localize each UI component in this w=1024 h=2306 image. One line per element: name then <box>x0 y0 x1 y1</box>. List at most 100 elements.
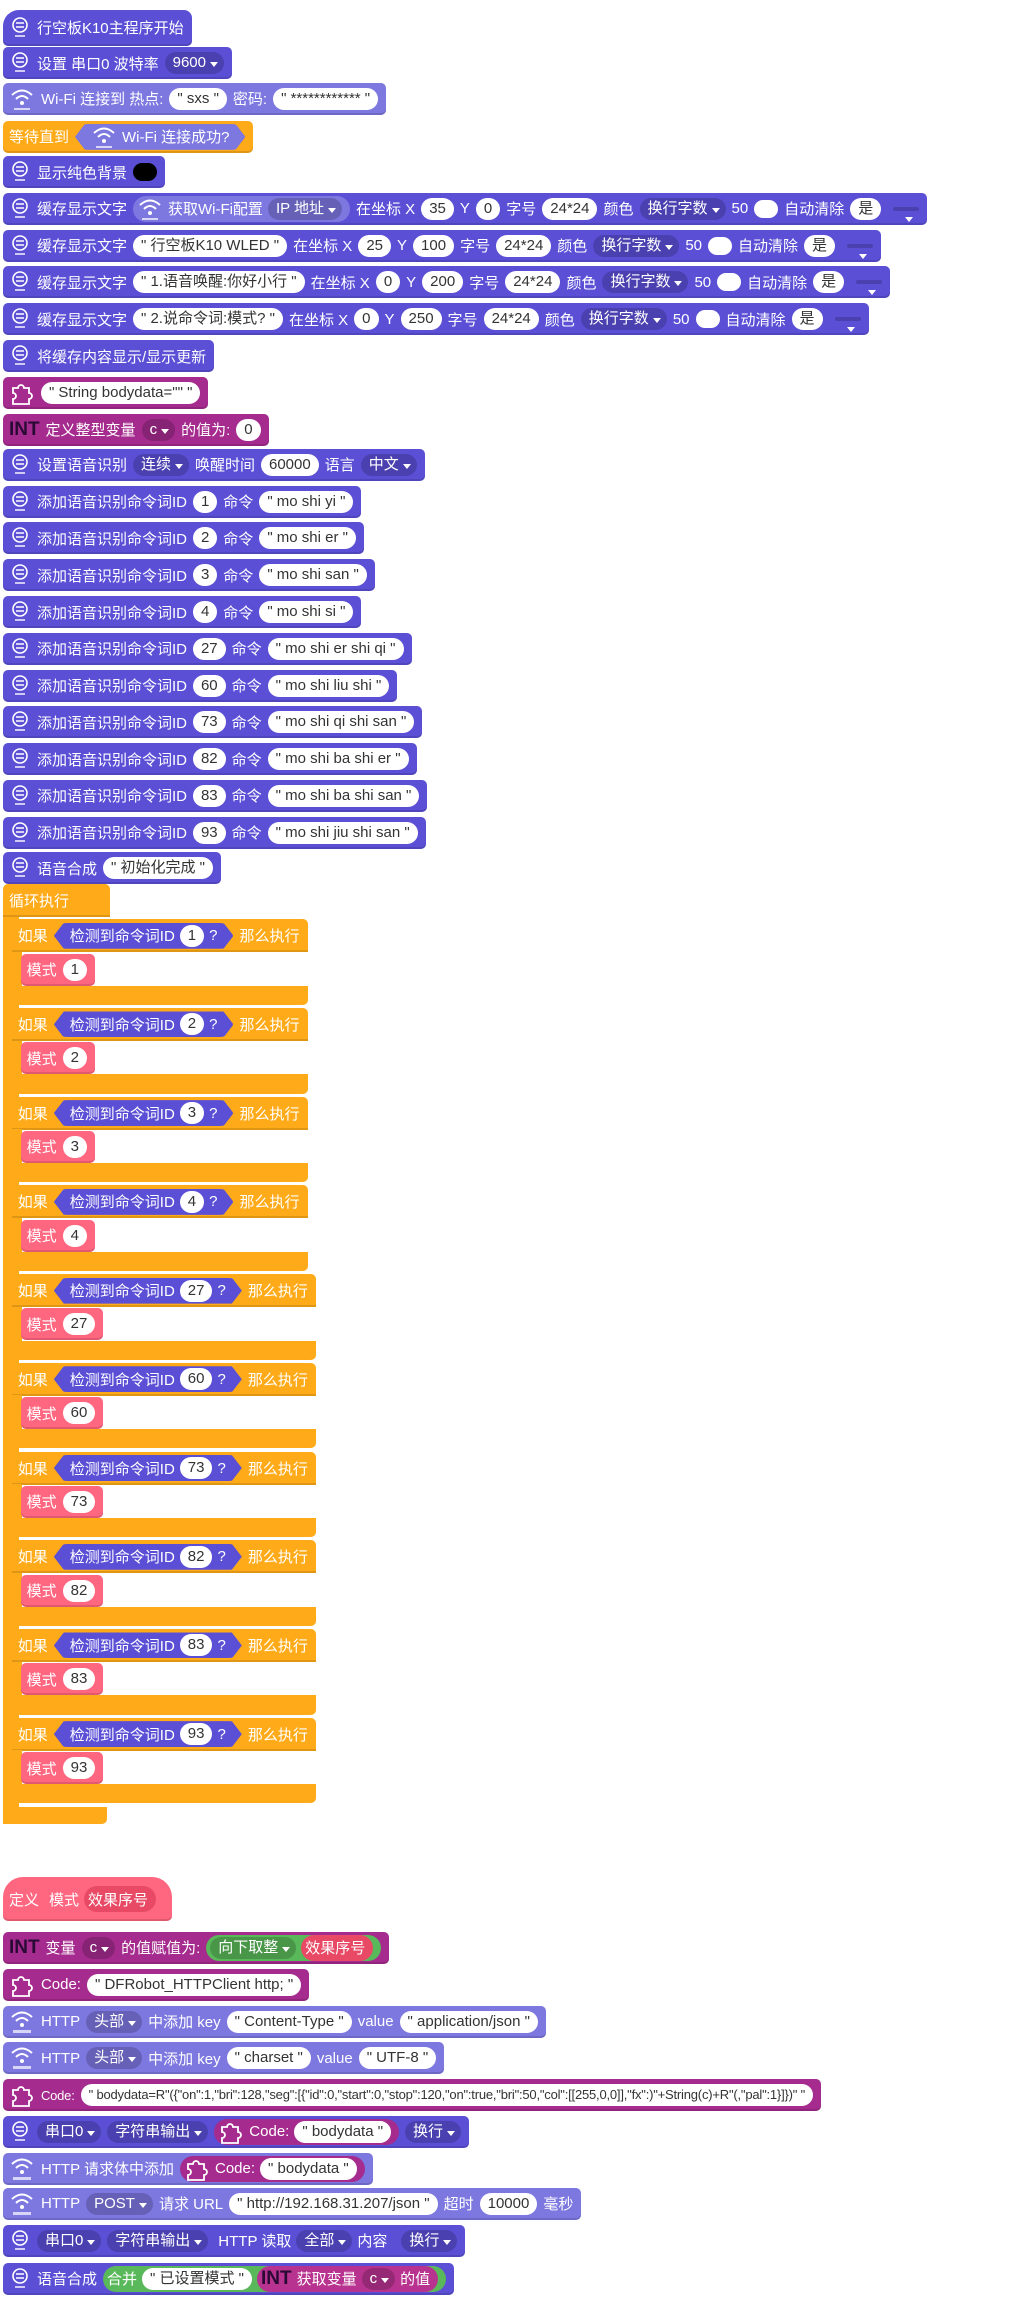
label: 唤醒时间 <box>194 457 255 475</box>
label: 如果 <box>17 928 48 946</box>
icon <box>9 15 31 41</box>
label: 命令 <box>231 641 262 659</box>
input-field: 1 <box>192 490 218 513</box>
boolean: 检测到命令词ID 3? <box>54 1100 234 1126</box>
input-field: 82 <box>192 748 226 771</box>
icon <box>9 673 31 699</box>
label: 那么执行 <box>247 1549 308 1567</box>
label: 语音合成 <box>36 860 97 878</box>
label: 检测到命令词ID <box>69 1371 175 1389</box>
icon <box>9 562 31 588</box>
input-field: " mo shi ba shi er " <box>267 748 409 771</box>
if-foot <box>11 1429 316 1449</box>
dropdown: 头部 <box>86 2047 143 2070</box>
if-foot <box>11 985 308 1005</box>
label: 缓存显示文字 <box>36 311 127 329</box>
label: 定义 <box>8 1891 39 1909</box>
input-field: 73 <box>62 1490 96 1513</box>
boolean: 检测到命令词ID 82? <box>54 1544 242 1570</box>
label: 那么执行 <box>247 1283 308 1301</box>
definition-hat: 定义 模式 效果序号 <box>2 1877 172 1922</box>
label: ? <box>217 1548 226 1566</box>
input-field: 4 <box>62 1224 87 1247</box>
label: ? <box>209 1104 218 1122</box>
label: 的值赋值为: <box>121 1940 201 1958</box>
label: 命令 <box>231 825 262 843</box>
input-field: 82 <box>180 1546 213 1568</box>
input-field: " mo shi er " <box>259 527 356 550</box>
if-arm <box>11 1484 23 1521</box>
if-arm <box>11 1750 23 1788</box>
label: 添加语音识别命令词ID <box>36 825 187 843</box>
label: 如果 <box>17 1549 48 1567</box>
icon <box>91 124 117 150</box>
if-block: 如果 检测到命令词ID 1? 那么执行 <box>11 919 308 953</box>
label: 在坐标 X <box>310 274 370 292</box>
dropdown: 连续 <box>132 453 189 476</box>
dropdown: 换行字数 <box>593 234 680 257</box>
icon <box>9 306 31 332</box>
input-field: " 2.说命令词:模式? " <box>132 308 283 331</box>
code-block: 串口0 字符串输出 HTTP 读取 全部 内容 换行 <box>2 2224 466 2257</box>
mode-call: 模式 83 <box>20 1663 104 1696</box>
icon <box>137 196 163 222</box>
if-arm <box>11 1572 23 1610</box>
label: 中添加 key <box>148 2014 221 2032</box>
label: Y <box>406 273 417 291</box>
label: 将缓存内容显示/显示更新 <box>36 348 207 366</box>
input-field: 93 <box>62 1757 96 1780</box>
icon <box>9 86 35 112</box>
input-field: " mo shi san " <box>259 564 367 587</box>
label: HTTP 请求体中添加 <box>40 2161 174 2179</box>
label: 密码: <box>232 91 268 109</box>
label: 命令 <box>231 714 262 732</box>
label: 添加语音识别命令词ID <box>36 751 187 769</box>
icon <box>184 2156 210 2182</box>
loop-foot <box>2 1806 108 1825</box>
code-block: Code: " bodydata=R"({"on":1,"bri":128,"se… <box>2 2079 821 2112</box>
label: 50 <box>672 310 690 328</box>
dropdown: IP 地址 <box>267 197 343 220</box>
label: 中添加 key <box>148 2050 221 2068</box>
label: 模式 <box>26 1050 57 1068</box>
icon <box>9 2228 31 2254</box>
dropdown: c <box>81 1936 116 1959</box>
label: 50 <box>731 200 749 218</box>
input-field: 是 <box>813 271 845 294</box>
label: 添加语音识别命令词ID <box>36 641 187 659</box>
icon <box>9 233 31 259</box>
icon <box>9 2045 35 2071</box>
label: 缓存显示文字 <box>36 238 127 256</box>
input-field: 60 <box>180 1368 213 1390</box>
label: ? <box>217 1725 226 1743</box>
label: 循环执行 <box>8 893 69 911</box>
icon <box>218 2119 244 2145</box>
code-block: HTTP 请求体中添加 Code: " bodydata " <box>2 2152 373 2185</box>
code-block: HTTP 头部 中添加 key " charset " value " UTF-8 " <box>2 2042 445 2075</box>
loop-header: 循环执行 <box>2 884 111 918</box>
code-block: 添加语音识别命令词ID 27 命令 " mo shi er shi qi " <box>2 632 412 665</box>
if-block: 如果 检测到命令词ID 27? 那么执行 <box>11 1274 316 1308</box>
code-block: Wi-Fi 连接到 热点: " sxs " 密码: " ************ " <box>2 82 387 115</box>
label: Code: <box>40 1976 81 1994</box>
dropdown <box>856 280 883 296</box>
label: HTTP <box>40 2195 81 2213</box>
mode-call: 模式 82 <box>20 1574 104 1607</box>
label: 获取变量 <box>296 2271 357 2289</box>
label: 如果 <box>17 1194 48 1212</box>
label: 获取Wi-Fi配置 <box>167 201 263 219</box>
label: 缓存显示文字 <box>36 201 127 219</box>
input-field: 250 <box>400 308 442 331</box>
mode-call: 模式 1 <box>20 953 95 986</box>
label: 合并 <box>106 2271 137 2289</box>
label: Code: <box>215 2160 256 2178</box>
boolean: 检测到命令词ID 1? <box>54 923 234 949</box>
boolean: 检测到命令词ID 73? <box>54 1455 242 1481</box>
label: 如果 <box>17 1460 48 1478</box>
input-field: " bodydata " <box>294 2120 392 2143</box>
dropdown: c <box>141 418 176 441</box>
if-block: 如果 检测到命令词ID 4? 那么执行 <box>11 1185 308 1219</box>
label: 检测到命令词ID <box>69 1637 175 1655</box>
icon <box>9 636 31 662</box>
input-field: 是 <box>804 234 836 257</box>
